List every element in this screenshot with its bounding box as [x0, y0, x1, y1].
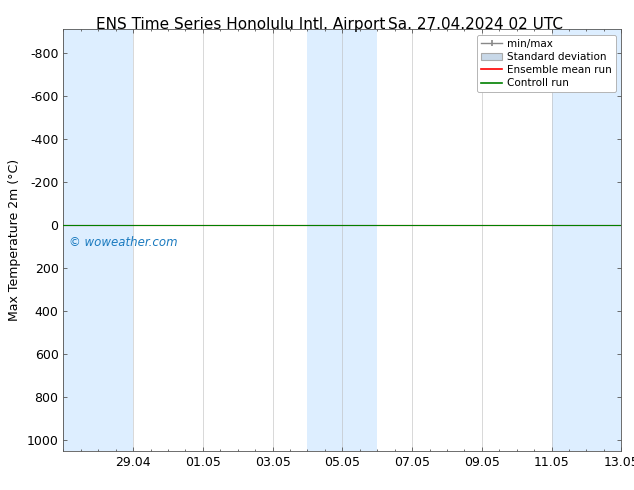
Y-axis label: Max Temperature 2m (°C): Max Temperature 2m (°C) [8, 159, 21, 321]
Bar [552, 29, 621, 451]
Bar [63, 29, 133, 451]
Bar [307, 29, 377, 451]
Text: ENS Time Series Honolulu Intl. Airport: ENS Time Series Honolulu Intl. Airport [96, 17, 385, 32]
Text: Sa. 27.04.2024 02 UTC: Sa. 27.04.2024 02 UTC [388, 17, 563, 32]
Text: © woweather.com: © woweather.com [69, 236, 178, 249]
Legend: min/max, Standard deviation, Ensemble mean run, Controll run: min/max, Standard deviation, Ensemble me… [477, 35, 616, 92]
